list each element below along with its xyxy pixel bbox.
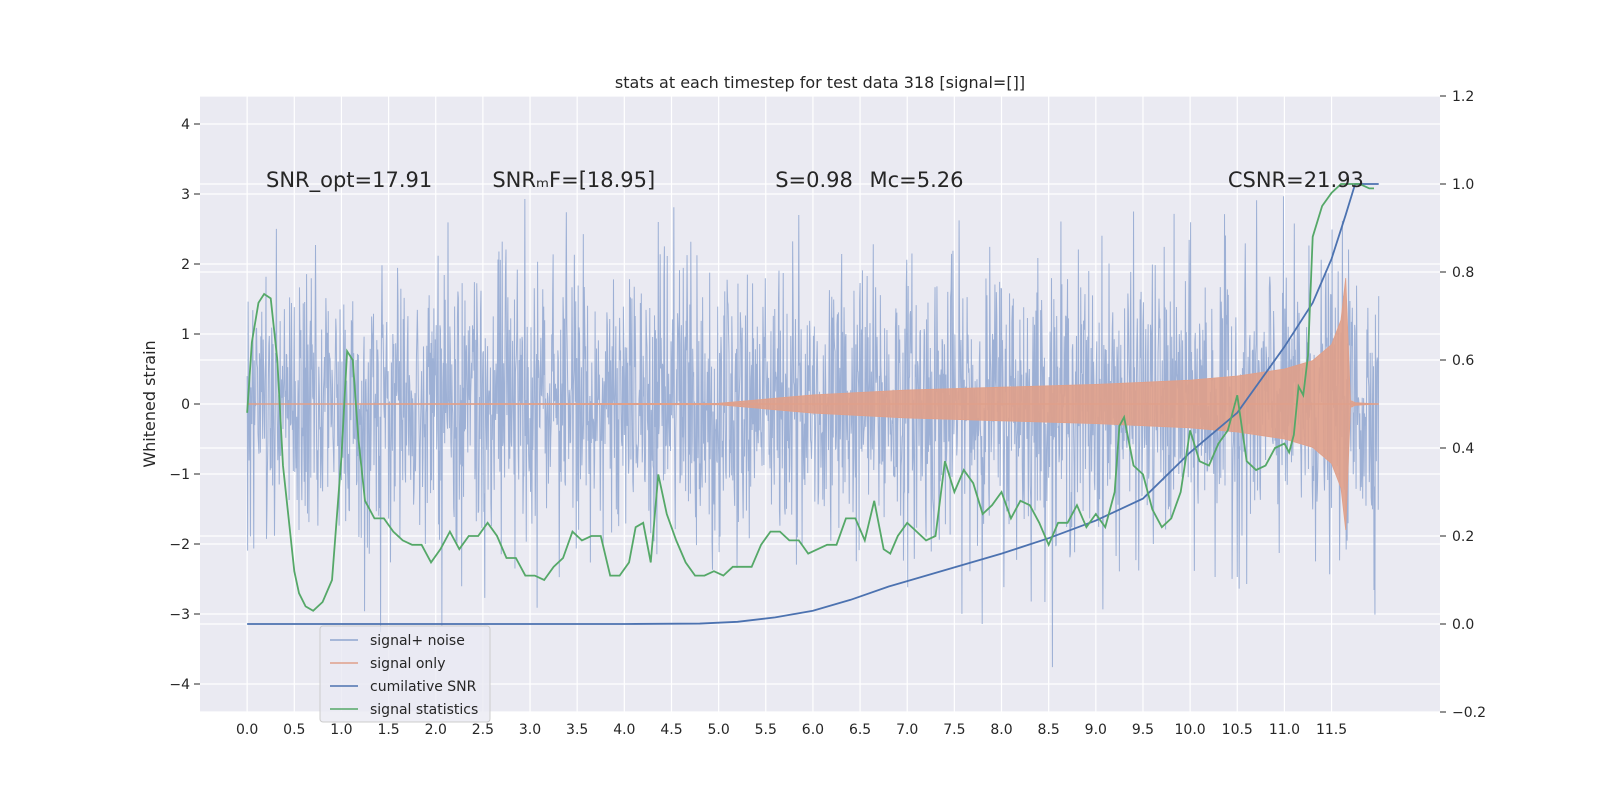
right-y-tick-label: 0.4 [1452, 441, 1474, 457]
right-axis-series [246, 183, 1379, 625]
right-y-tick-label: 0.2 [1452, 529, 1474, 545]
annotation-mc: Mᴄ=5.26 [870, 168, 964, 192]
right-y-tick-label: −0.2 [1452, 705, 1486, 721]
x-tick-label: 6.0 [802, 722, 824, 738]
x-tick-label: 2.0 [425, 722, 447, 738]
x-tick-label: 1.0 [330, 722, 352, 738]
x-tick-label: 2.5 [472, 722, 494, 738]
right-y-tick-label: 0.6 [1452, 353, 1474, 369]
x-tick-label: 4.0 [613, 722, 635, 738]
x-tick-label: 3.0 [519, 722, 541, 738]
left-y-tick-label: 0 [181, 397, 190, 413]
left-y-axis-ticks: −4 −3 −2 −1 0 1 2 3 4 [169, 117, 200, 693]
annotations: SNR_opt=17.91 SNRₘF=[18.95] S=0.98 Mᴄ=5.… [266, 168, 1364, 193]
annotation-snr-opt: SNR_opt=17.91 [266, 168, 432, 193]
cumulative-snr-line [247, 183, 1379, 625]
x-tick-label: 8.5 [1038, 722, 1060, 738]
x-tick-label: 11.5 [1316, 722, 1347, 738]
right-y-tick-label: 1.2 [1452, 89, 1474, 105]
left-y-tick-label: −1 [169, 467, 190, 483]
left-y-tick-label: 3 [181, 187, 190, 203]
x-tick-label: 9.5 [1132, 722, 1154, 738]
x-tick-label: 6.5 [849, 722, 871, 738]
x-tick-label: 10.0 [1175, 722, 1206, 738]
annotation-csnr: CSNR=21.93 [1228, 168, 1364, 192]
legend-label-signal-statistics: signal statistics [370, 702, 478, 718]
x-axis-ticks: 0.0 0.5 1.0 1.5 2.0 2.5 3.0 3.5 4.0 4.5 5.0 5.5 6.0 6… [236, 722, 1347, 738]
x-tick-label: 8.0 [990, 722, 1012, 738]
right-y-axis-ticks: −0.2 0.0 0.2 0.4 0.6 0.8 1.0 1.2 [1440, 89, 1486, 721]
x-tick-label: 7.5 [943, 722, 965, 738]
signal-only-series [247, 277, 1379, 531]
legend-label-signal-noise: signal+ noise [370, 633, 465, 649]
right-y-tick-label: 1.0 [1452, 177, 1474, 193]
x-tick-label: 0.0 [236, 722, 258, 738]
x-tick-label: 9.0 [1085, 722, 1107, 738]
x-tick-label: 1.5 [377, 722, 399, 738]
x-tick-label: 3.5 [566, 722, 588, 738]
y-axis-label: Whitened strain [140, 340, 159, 467]
left-y-tick-label: 4 [181, 117, 190, 133]
x-tick-label: 10.5 [1222, 722, 1253, 738]
legend-label-signal-only: signal only [370, 656, 445, 672]
x-tick-label: 11.0 [1269, 722, 1300, 738]
legend-label-cumulative-snr: cumilative SNR [370, 679, 477, 695]
left-y-tick-label: −2 [169, 537, 190, 553]
annotation-s: S=0.98 [775, 168, 853, 192]
annotation-snr-mf: SNRₘF=[18.95] [492, 168, 655, 192]
legend-box [319, 625, 491, 723]
right-y-tick-label: 0.8 [1452, 265, 1474, 281]
x-tick-label: 0.5 [283, 722, 305, 738]
left-y-tick-label: −3 [169, 607, 190, 623]
x-tick-label: 5.5 [755, 722, 777, 738]
right-y-tick-label: 0.0 [1452, 617, 1474, 633]
signal-statistics-line [246, 183, 1374, 612]
x-tick-label: 7.0 [896, 722, 918, 738]
left-y-tick-label: 2 [181, 257, 190, 273]
x-tick-label: 5.0 [707, 722, 729, 738]
legend: signal+ noise signal only cumilative SNR… [319, 625, 491, 723]
left-y-tick-label: −4 [169, 677, 190, 693]
x-tick-label: 4.5 [660, 722, 682, 738]
left-y-tick-label: 1 [181, 327, 190, 343]
chart-title: stats at each timestep for test data 318… [615, 73, 1025, 92]
